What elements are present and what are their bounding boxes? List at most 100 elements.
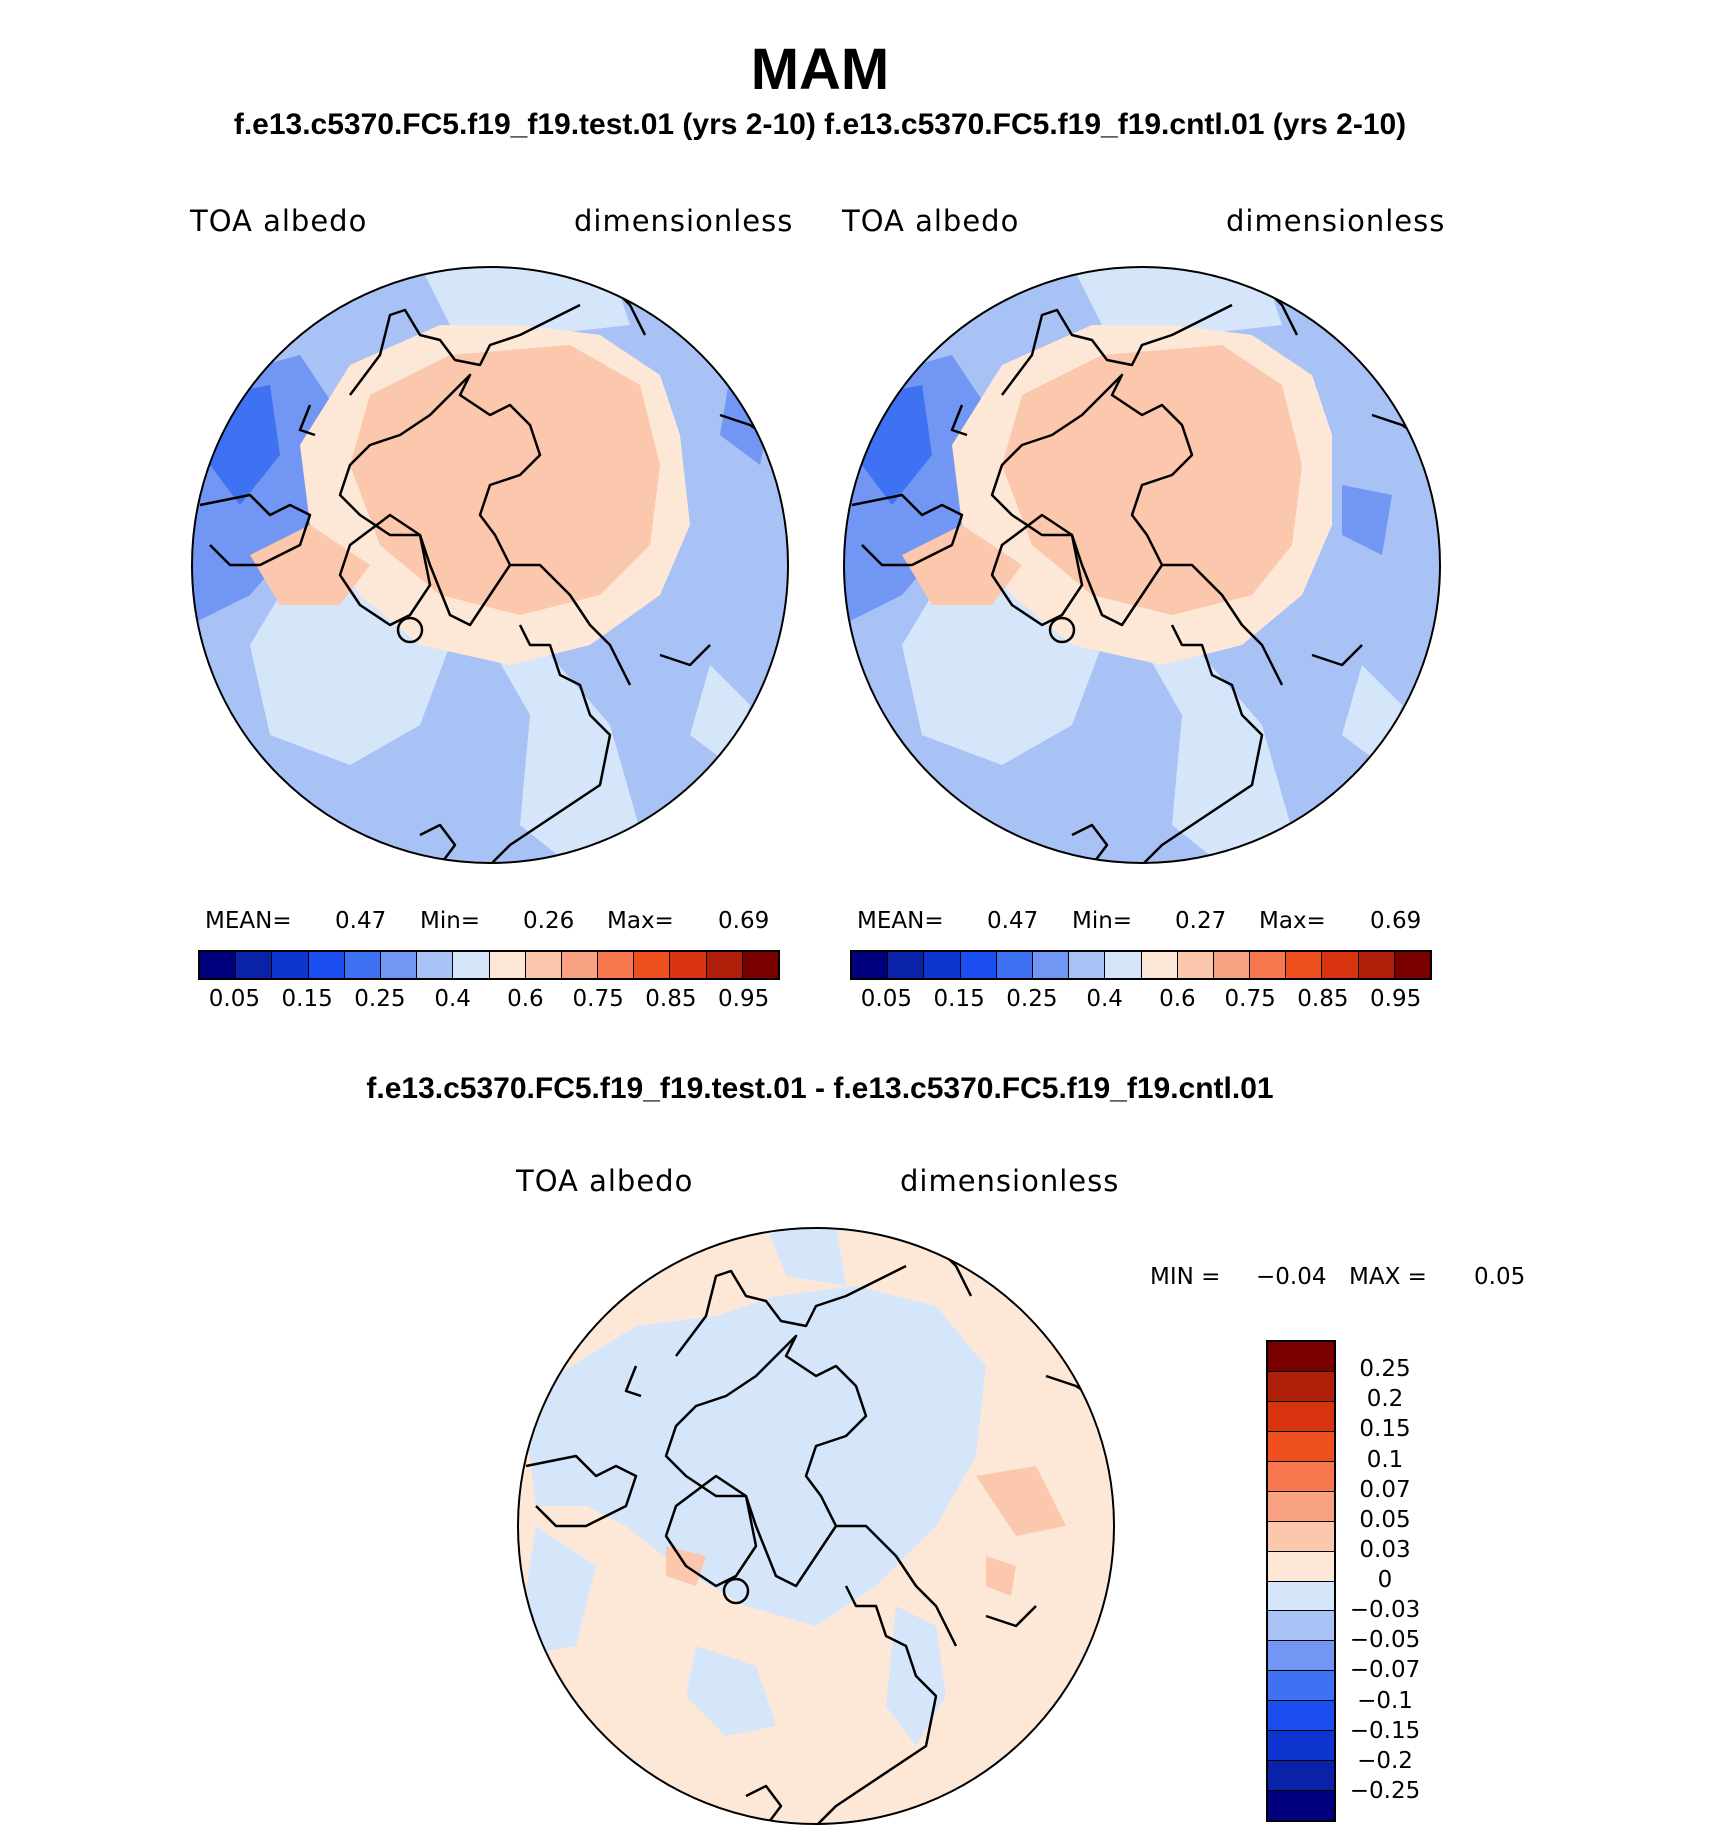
panel2-colorbar-tick-label: 0.85 [1297,986,1349,1012]
panel1-min-label: Min= [420,908,481,934]
panel1-colorbar-swatch [417,952,454,978]
panel2-units: dimensionless [1226,204,1446,238]
panel2-colorbar-swatch [1105,952,1142,978]
diff-colorbar-tick-label: 0 [1377,1567,1393,1593]
panel1-polar-map [191,266,789,864]
panel2-colorbar-tick-label: 0.75 [1224,986,1276,1012]
panel2-colorbar-swatch [1213,952,1251,978]
panel2-colorbar-tick-label: 0.05 [860,986,912,1012]
diff-min-value: −0.04 [1256,1264,1327,1290]
panel1-colorbar-swatch [236,952,273,978]
diff-colorbar-swatch [1268,1401,1334,1432]
panel1-colorbar-swatch [453,952,490,978]
panel2-colorbar-swatch [1177,952,1214,978]
diff-colorbar-swatch [1268,1521,1334,1552]
diff-colorbar-tick-label: −0.15 [1349,1717,1421,1744]
panel2-colorbar-swatch [1069,952,1106,978]
diff-colorbar-tick-label: 0.25 [1359,1356,1411,1383]
panel2-colorbar-swatch [960,952,997,978]
panel2-colorbar-swatch [1032,952,1070,978]
diff-colorbar-tick-label: 0.1 [1366,1446,1404,1473]
diff-max-value: 0.05 [1474,1264,1526,1290]
panel2-colorbar-tick-label: 0.25 [1006,986,1058,1012]
diff-colorbar-tick-label: −0.2 [1357,1747,1413,1774]
diff-colorbar-tick-label: −0.25 [1349,1777,1421,1804]
diff-colorbar-swatch [1268,1551,1334,1582]
panel2-colorbar-tick-label: 0.4 [1086,986,1123,1012]
panel1-units: dimensionless [574,204,794,238]
diff-colorbar-swatch [1268,1611,1334,1642]
panel1-mean-value: 0.47 [335,908,387,934]
panel1-colorbar [198,950,780,980]
panel1-colorbar-swatch [598,952,635,978]
diff-colorbar [1266,1340,1336,1822]
panel1-colorbar-swatch [489,952,526,978]
figure-subtitle: f.e13.c5370.FC5.f19_f19.test.01 (yrs 2-1… [233,108,1407,141]
diff-colorbar-swatch [1268,1431,1334,1462]
panel1-colorbar-tick-label: 0.95 [718,986,770,1012]
panel1-colorbar-tick-label: 0.15 [281,986,333,1012]
panel1-colorbar-swatch [308,952,345,978]
panel1-colorbar-tick-label: 0.05 [208,986,260,1012]
panel2-colorbar-swatch [888,952,925,978]
panel1-colorbar-swatch [706,952,743,978]
diff-colorbar-tick-label: 0.07 [1359,1476,1411,1503]
panel2-colorbar-tick-label: 0.15 [933,986,985,1012]
diff-min-label: MIN = [1150,1264,1221,1290]
panel1-colorbar-tick-label: 0.6 [507,986,544,1012]
panel2-min-value: 0.27 [1175,908,1227,934]
diff-colorbar-swatch [1268,1342,1334,1372]
diff-colorbar-swatch [1268,1731,1334,1762]
panel2-max-value: 0.69 [1370,908,1422,934]
diff-variable: TOA albedo [516,1164,694,1198]
panel2-colorbar-swatch [1322,952,1359,978]
panel2-colorbar-tick-label: 0.95 [1370,986,1422,1012]
panel2-min-label: Min= [1072,908,1133,934]
panel2-colorbar-swatch [1394,952,1430,978]
panel2-colorbar [850,950,1432,980]
panel2-colorbar-swatch [1250,952,1287,978]
panel2-max-label: Max= [1259,908,1326,934]
diff-colorbar-tick-label: 0.03 [1359,1536,1411,1563]
diff-colorbar-swatch [1268,1581,1334,1612]
panel2-colorbar-swatch [924,952,961,978]
diff-colorbar-tick-label: −0.07 [1349,1657,1421,1684]
diff-units: dimensionless [900,1164,1120,1198]
panel1-min-value: 0.26 [523,908,575,934]
panel1-colorbar-tick-label: 0.4 [434,986,471,1012]
panel2-variable: TOA albedo [842,204,1020,238]
panel1-mean-label: MEAN= [205,908,292,934]
diff-colorbar-tick-label: 0.2 [1366,1386,1404,1413]
panel2-colorbar-swatch [1358,952,1395,978]
diff-colorbar-swatch [1268,1701,1334,1732]
diff-colorbar-tick-label: −0.1 [1357,1687,1413,1714]
panel2-mean-value: 0.47 [987,908,1039,934]
diff-colorbar-tick-label: 0.15 [1359,1416,1411,1443]
panel1-colorbar-swatch [742,952,778,978]
panel2-colorbar-tick-label: 0.6 [1159,986,1196,1012]
panel1-max-value: 0.69 [718,908,770,934]
panel2-polar-map [843,266,1441,864]
panel1-colorbar-swatch [200,952,237,978]
panel1-colorbar-swatch [634,952,671,978]
panel1-colorbar-swatch [380,952,418,978]
diff-colorbar-swatch [1268,1461,1334,1492]
panel1-max-label: Max= [607,908,674,934]
panel1-colorbar-tick-label: 0.25 [354,986,406,1012]
diff-colorbar-swatch [1268,1491,1334,1522]
figure-title: MAM [750,37,890,102]
panel2-colorbar-swatch [996,952,1033,978]
panel1-colorbar-swatch [561,952,599,978]
panel2-colorbar-swatch [1141,952,1178,978]
diff-title: f.e13.c5370.FC5.f19_f19.test.01 - f.e13.… [366,1072,1274,1105]
diff-colorbar-tick-label: −0.05 [1349,1627,1421,1654]
panel1-colorbar-tick-label: 0.85 [645,986,697,1012]
diff-colorbar-swatch [1268,1791,1334,1820]
panel2-colorbar-swatch [1286,952,1323,978]
panel1-colorbar-swatch [670,952,707,978]
diff-colorbar-tick-label: −0.03 [1349,1597,1421,1624]
diff-colorbar-tick-label: 0.05 [1359,1506,1411,1533]
panel2-colorbar-swatch [852,952,889,978]
diff-max-label: MAX = [1349,1264,1427,1290]
panel1-colorbar-swatch [525,952,562,978]
